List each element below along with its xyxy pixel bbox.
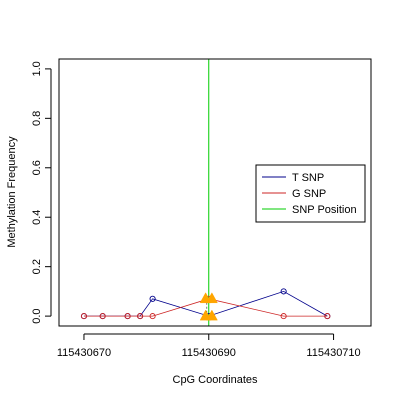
y-tick-label: 0.2 <box>31 259 43 274</box>
legend-label: SNP Position <box>292 204 357 216</box>
y-tick-label: 0.6 <box>31 160 43 175</box>
series-point-g-snp <box>124 313 131 320</box>
x-tick-label: 115430690 <box>182 347 236 359</box>
series-point-g-snp <box>149 313 156 320</box>
series-point-t-snp <box>149 295 156 302</box>
y-tick-label: 1.0 <box>31 61 43 76</box>
axis-layer: 115430670 115430690 115430710 0.0 0.2 0.4 0.6 0… <box>31 58 372 359</box>
series-point-g-snp <box>99 313 106 320</box>
plot-layer <box>80 59 331 326</box>
y-tick-label: 0.0 <box>31 308 43 323</box>
x-tick-label: 115430670 <box>57 347 111 359</box>
legend: T SNP G SNP SNP Position <box>255 164 366 223</box>
x-tick-label: 115430710 <box>306 347 360 359</box>
snp-marker-triangle <box>205 309 218 321</box>
snp-marker-triangle <box>205 292 218 304</box>
y-axis-title: Methylation Frequency <box>6 136 18 248</box>
series-line-g-snp <box>83 298 328 317</box>
x-axis-title: CpG Coordinates <box>173 374 258 386</box>
plot-frame <box>58 58 372 327</box>
series-point-t-snp <box>280 288 287 295</box>
legend-label: G SNP <box>292 188 326 200</box>
series-point-g-snp <box>137 313 144 320</box>
legend-label: T SNP <box>292 172 324 184</box>
y-tick-label: 0.8 <box>31 111 43 126</box>
series-point-g-snp <box>280 313 287 320</box>
series-point-g-snp <box>80 313 88 320</box>
series-point-g-snp <box>324 313 331 320</box>
y-tick-label: 0.4 <box>31 210 43 225</box>
